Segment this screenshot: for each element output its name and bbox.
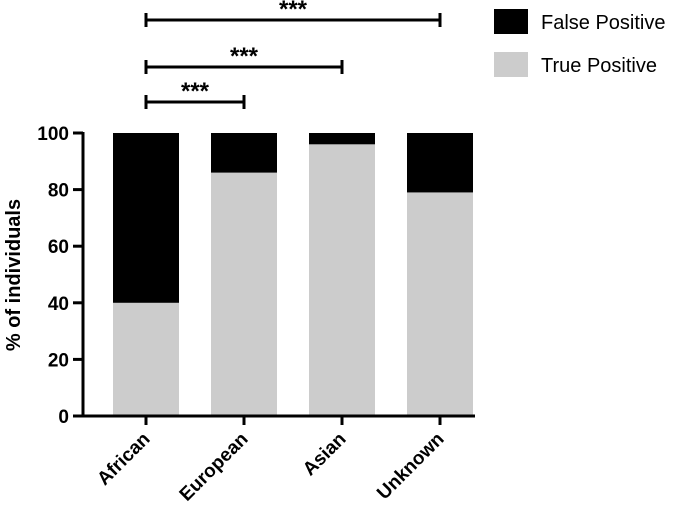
y-tick-label-100: 100 [37,124,69,145]
bar-true-positive-asian [309,144,375,416]
legend: False Positive True Positive [494,9,666,77]
bar-true-positive-european [211,172,277,416]
y-tick-label-20: 20 [48,350,69,371]
y-tick-label-80: 80 [48,181,69,202]
significance-bracket-african-asian: *** [144,43,344,74]
x-tick-label-asian: Asian [299,429,350,480]
x-tick-label-african: African [93,429,154,490]
legend-item-false-positive: False Positive [494,9,666,34]
significance-label: *** [230,43,259,70]
legend-swatch [494,52,528,77]
bar-false-positive-unknown [407,133,473,193]
legend-swatch [494,9,528,34]
x-tick-label-unknown: Unknown [373,429,448,504]
bar-false-positive-asian [309,133,375,145]
y-tick-label-40: 40 [48,294,69,315]
significance-label: *** [279,0,308,23]
y-axis-label: % of individuals [3,199,25,351]
bars-layer [113,133,473,416]
bar-true-positive-african [113,302,179,416]
significance-label: *** [181,78,210,105]
bar-false-positive-european [211,133,277,173]
legend-item-true-positive: True Positive [494,52,657,77]
significance-annotations: *** *** *** [144,0,442,109]
bar-true-positive-unknown [407,192,473,416]
legend-label: False Positive [541,12,666,34]
significance-bracket-african-unknown: *** [144,0,442,27]
significance-bracket-african-european: *** [144,78,246,109]
bar-false-positive-african [113,133,179,303]
x-tick-label-european: European [176,429,253,506]
y-tick-label-60: 60 [48,237,69,258]
y-tick-label-0: 0 [58,407,69,428]
legend-label: True Positive [541,55,657,77]
